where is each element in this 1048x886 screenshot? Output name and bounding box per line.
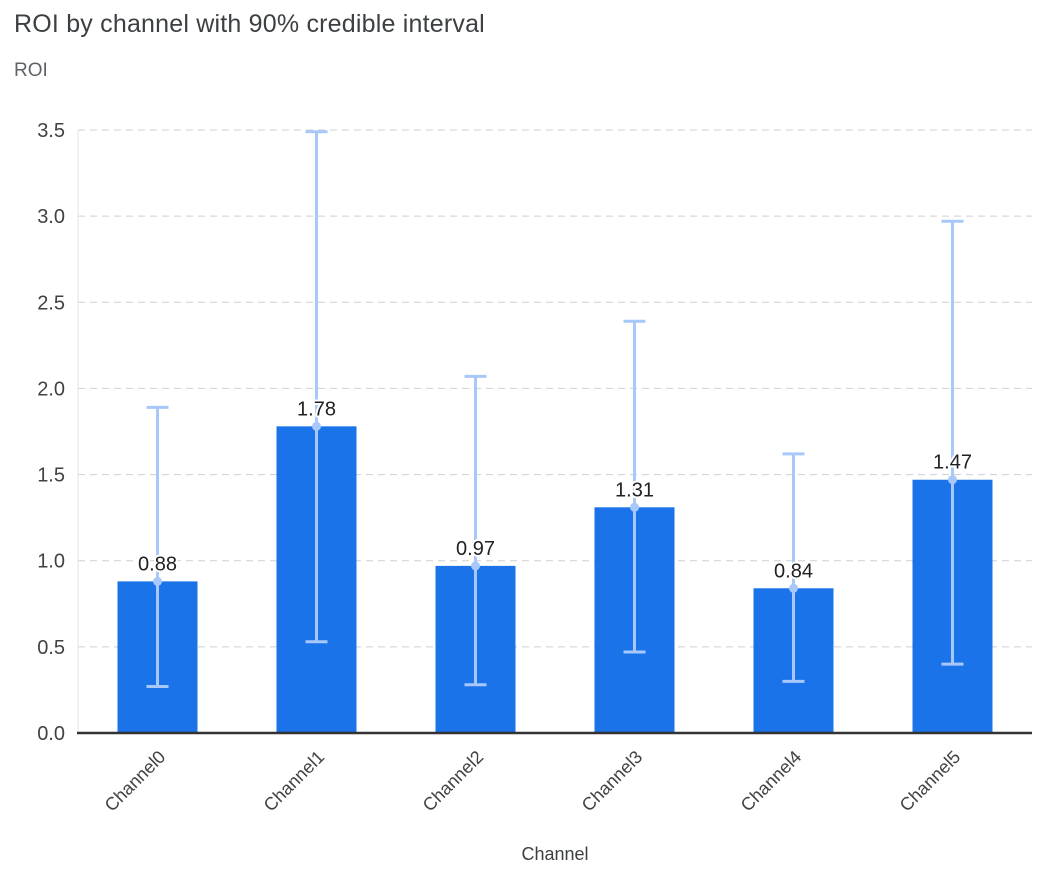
bar-value-label: 0.84 [774,560,813,582]
x-tick-label: Channel1 [260,747,329,816]
x-tick-label: Channel2 [419,747,488,816]
y-tick-label: 3.0 [37,206,65,228]
mean-marker [948,475,957,485]
y-tick-label: 2.0 [37,378,65,400]
mean-marker [630,502,639,512]
y-tick-label: 0.5 [37,637,65,659]
x-tick-label: Channel3 [578,747,647,816]
x-axis-title: Channel [521,844,589,864]
bar-value-label: 0.97 [456,538,495,560]
mean-marker [471,561,480,571]
mean-marker [789,583,798,593]
y-tick-label: 0.0 [37,723,65,745]
y-tick-label: 2.5 [37,292,65,314]
y-tick-label: 3.5 [37,120,65,142]
bar-value-label: 1.78 [297,398,336,420]
bar-value-label: 0.88 [138,553,177,575]
bar-value-label: 1.31 [615,479,654,501]
mean-marker [312,421,321,431]
chart-title: ROI by channel with 90% credible interva… [14,10,485,38]
y-tick-label: 1.0 [37,551,65,573]
mean-marker [153,576,162,586]
y-tick-label: 1.5 [37,465,65,487]
bar-value-label: 1.47 [933,452,972,474]
y-axis-title: ROI [14,60,48,81]
x-tick-label: Channel0 [101,747,170,816]
x-tick-label: Channel4 [737,747,806,816]
x-tick-label: Channel5 [896,747,965,816]
